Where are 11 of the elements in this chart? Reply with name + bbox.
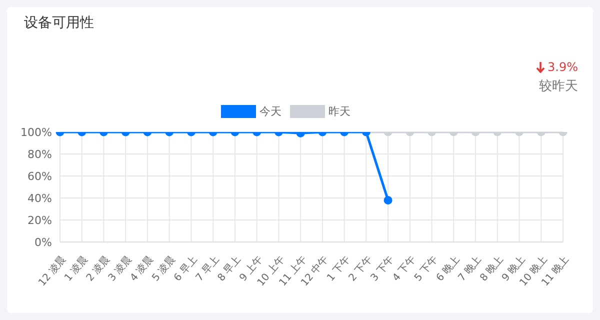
y-tick-label: 40% [28,192,52,205]
y-tick-label: 60% [28,170,52,183]
y-tick-label: 80% [28,148,52,161]
y-tick-label: 20% [28,214,52,227]
text: 3.9% [548,60,578,74]
text: 较昨天 [538,78,578,95]
legend-label: 今天 [260,104,282,119]
legend-label: 昨天 [328,104,350,119]
chart-title: 设备可用性 [24,14,94,32]
y-tick-label: 0% [34,236,52,249]
y-tick-label: 100% [20,126,52,139]
